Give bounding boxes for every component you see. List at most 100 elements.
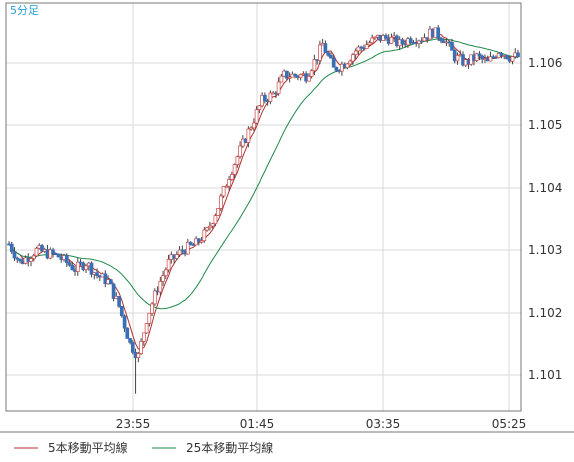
candle xyxy=(356,45,361,55)
candle-body-up xyxy=(235,156,240,165)
candle xyxy=(210,222,215,229)
candle-body-up xyxy=(213,215,218,225)
candle-body-down xyxy=(64,255,69,264)
candle-body-up xyxy=(202,229,207,242)
candle-body-up xyxy=(356,46,361,52)
y-tick-label: 1.101 xyxy=(528,368,562,382)
y-tick-label: 1.106 xyxy=(528,56,562,70)
candle-body-up xyxy=(136,353,141,358)
candle-body-up xyxy=(185,241,190,255)
candle-body-up xyxy=(141,332,146,342)
candle xyxy=(141,332,146,346)
candle-body-up xyxy=(254,109,259,124)
candle xyxy=(276,77,281,96)
legend: 5本移動平均線 25本移動平均線 xyxy=(14,440,273,455)
candle xyxy=(384,33,388,41)
candle xyxy=(331,54,336,68)
candle-body-down xyxy=(499,53,504,57)
candle xyxy=(221,185,226,199)
candle-body-up xyxy=(210,223,215,227)
candle xyxy=(353,48,358,60)
candle xyxy=(150,302,154,316)
candle-body-down xyxy=(329,54,333,59)
ma25-line xyxy=(8,38,519,310)
candle xyxy=(232,163,237,179)
candle-body-down xyxy=(293,73,297,77)
candle xyxy=(128,338,132,345)
candle xyxy=(326,50,331,57)
candle xyxy=(307,73,311,82)
candle-body-up xyxy=(31,255,36,259)
candle xyxy=(367,40,372,46)
candle xyxy=(477,51,482,61)
candle xyxy=(408,36,413,45)
candle-body-down xyxy=(12,251,17,259)
candle-body-down xyxy=(477,53,482,57)
candle-body-down xyxy=(450,42,454,51)
candle-body-up xyxy=(238,145,242,158)
candle-body-up xyxy=(364,44,369,49)
candle xyxy=(436,24,441,42)
candle-body-up xyxy=(232,164,237,175)
candle-body-up xyxy=(252,122,256,129)
candle-body-up xyxy=(287,76,292,79)
candle xyxy=(257,105,262,114)
candle xyxy=(323,40,328,54)
legend-label: 5本移動平均線 xyxy=(48,440,128,455)
candle xyxy=(188,241,193,246)
y-tick-label: 1.102 xyxy=(528,306,562,320)
candle xyxy=(40,243,44,252)
candle-body-up xyxy=(158,281,163,293)
plot-border xyxy=(5,2,522,412)
candle-body-up xyxy=(216,208,220,216)
candle-body-up xyxy=(307,76,311,82)
candle xyxy=(219,193,223,212)
candle xyxy=(202,227,207,243)
candle xyxy=(207,221,212,231)
plot-frame xyxy=(0,2,574,433)
candle-body-up xyxy=(174,254,179,259)
candle-body-up xyxy=(276,81,281,94)
candle-body-up xyxy=(161,275,165,282)
x-tick-label: 01:45 xyxy=(240,417,275,431)
candle-body-up xyxy=(147,312,152,324)
candle-body-up xyxy=(34,247,39,257)
candle-body-down xyxy=(436,27,441,39)
candle-body-up xyxy=(268,92,273,102)
candle-body-up xyxy=(227,179,231,187)
candle xyxy=(439,36,443,44)
candle xyxy=(174,251,179,261)
candle-body-up xyxy=(367,42,372,46)
candle xyxy=(216,208,220,216)
candle xyxy=(117,296,121,308)
candle-body-up xyxy=(163,269,168,277)
x-tick-label: 03:35 xyxy=(366,417,401,431)
candle-body-up xyxy=(345,63,350,68)
candle-body-up xyxy=(219,195,223,209)
candle-body-down xyxy=(130,342,135,353)
candle-body-down xyxy=(419,40,424,43)
candle xyxy=(246,126,251,148)
candle-body-up xyxy=(373,36,377,39)
candle xyxy=(147,312,152,327)
candle-body-down xyxy=(56,253,61,258)
candle-body-down xyxy=(516,52,520,58)
candle xyxy=(119,306,124,318)
candle-body-up xyxy=(177,249,182,255)
candle-body-up xyxy=(257,105,262,110)
candle xyxy=(15,256,20,263)
candle-body-down xyxy=(89,262,94,275)
candles xyxy=(7,24,520,394)
candle-body-down xyxy=(331,57,336,68)
candle xyxy=(252,118,256,132)
legend-label: 25本移動平均線 xyxy=(186,440,273,455)
candle xyxy=(318,40,322,65)
candle-body-down xyxy=(70,264,75,271)
candle-body-up xyxy=(488,56,493,62)
candle xyxy=(329,52,333,59)
candle xyxy=(78,258,83,266)
candle xyxy=(279,73,284,83)
candle xyxy=(103,270,108,288)
candle-body-up xyxy=(139,341,143,354)
